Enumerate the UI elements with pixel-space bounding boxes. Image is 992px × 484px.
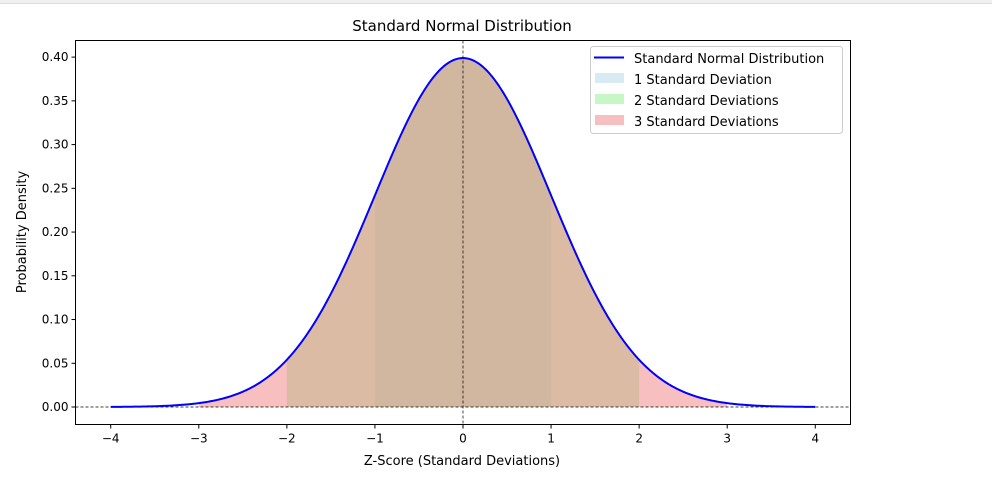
x-tick-label: −2 xyxy=(278,432,296,446)
legend-label-3sd: 3 Standard Deviations xyxy=(634,115,779,130)
legend-box xyxy=(590,46,843,134)
x-tick-label: −1 xyxy=(366,432,384,446)
x-tick-label: −3 xyxy=(190,432,208,446)
x-tick-label: 2 xyxy=(635,432,643,446)
legend-label-1sd: 1 Standard Deviation xyxy=(634,73,772,88)
y-tick-label: 0.15 xyxy=(42,269,69,283)
y-tick-label: 0.35 xyxy=(42,94,69,108)
x-tick-label: −4 xyxy=(102,432,120,446)
y-tick-label: 0.10 xyxy=(42,313,69,327)
x-tick-label: 4 xyxy=(811,432,819,446)
legend-swatch-2sd xyxy=(595,94,624,104)
y-tick-label: 0.05 xyxy=(42,356,69,370)
window-top-bar xyxy=(0,0,992,4)
y-tick-label: 0.40 xyxy=(42,50,69,64)
y-tick-label: 0.30 xyxy=(42,138,69,152)
x-axis-label: Z-Score (Standard Deviations) xyxy=(364,454,560,469)
y-tick-label: 0.20 xyxy=(42,225,69,239)
x-tick-label: 1 xyxy=(547,432,555,446)
x-tick-label: 3 xyxy=(723,432,731,446)
legend-swatch-3sd xyxy=(595,115,624,125)
legend-label-curve: Standard Normal Distribution xyxy=(634,52,824,67)
series-line-standard-normal xyxy=(110,57,816,408)
chart-title: Standard Normal Distribution xyxy=(352,17,572,35)
legend-label-2sd: 2 Standard Deviations xyxy=(634,94,779,109)
legend-swatch-1sd xyxy=(595,73,624,83)
y-axis-label: Probability Density xyxy=(15,171,30,294)
y-tick-label: 0.25 xyxy=(42,181,69,195)
y-tick-label: 0.00 xyxy=(42,400,69,414)
legend: Standard Normal Distribution 1 Standard … xyxy=(590,46,843,134)
x-tick-label: 0 xyxy=(459,432,467,446)
